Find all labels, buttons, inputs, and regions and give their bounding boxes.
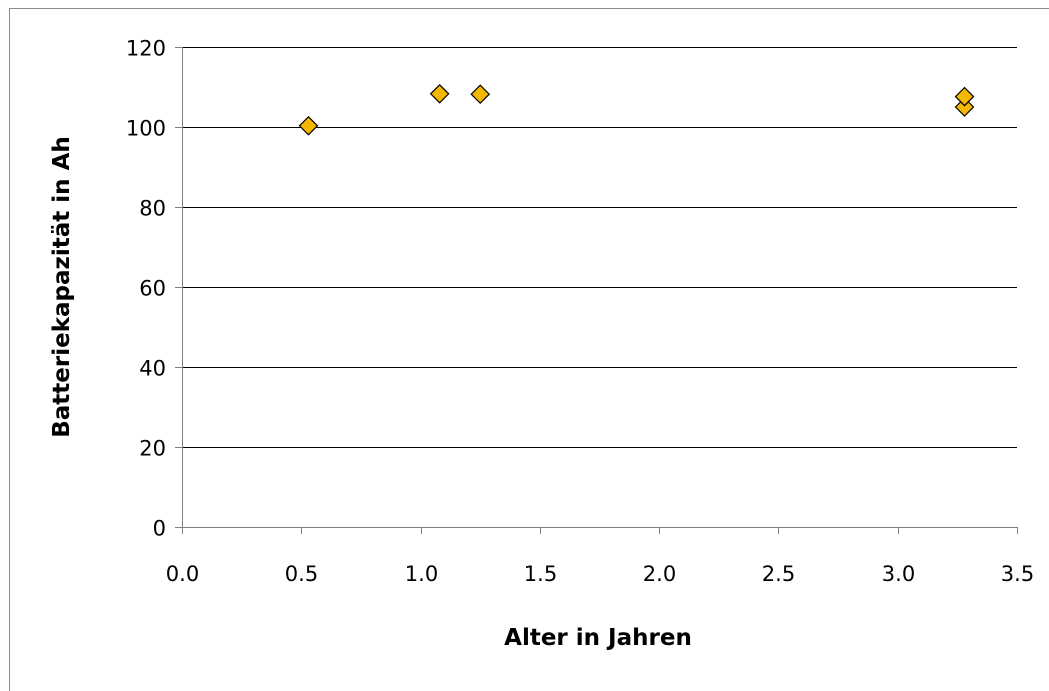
data-points <box>298 83 975 136</box>
y-tick-label: 0 <box>153 517 166 541</box>
y-tick-label: 80 <box>139 197 166 221</box>
x-tick-label: 0.5 <box>285 562 318 586</box>
x-axis-title: Alter in Jahren <box>504 625 692 651</box>
y-tick-label: 100 <box>126 117 166 141</box>
y-tick-label: 20 <box>139 437 166 461</box>
gridlines <box>182 47 1017 448</box>
data-point-diamond <box>470 84 491 105</box>
x-tick-label: 1.0 <box>405 562 438 586</box>
data-point-diamond <box>298 115 319 136</box>
tick-labels: 0 20 40 60 80 100 120 0.0 0.5 1.0 1.5 2.0 2.5 3.0 3.5 <box>126 37 1034 587</box>
y-tick-label: 40 <box>139 357 166 381</box>
data-point-diamond <box>429 83 450 104</box>
axes <box>175 47 1018 534</box>
x-tick-label: 2.5 <box>762 562 795 586</box>
y-tick-label: 60 <box>139 277 166 301</box>
data-point-diamond <box>954 86 975 107</box>
y-axis-title: Batteriekapazität in Ah <box>49 136 75 438</box>
x-tick-label: 3.5 <box>1001 562 1034 586</box>
x-tick-label: 0.0 <box>166 562 199 586</box>
y-tick-label: 120 <box>126 37 166 61</box>
x-tick-label: 2.0 <box>643 562 676 586</box>
data-point-diamond <box>954 97 975 117</box>
x-tick-label: 1.5 <box>524 562 557 586</box>
x-tick-label: 3.0 <box>882 562 915 586</box>
